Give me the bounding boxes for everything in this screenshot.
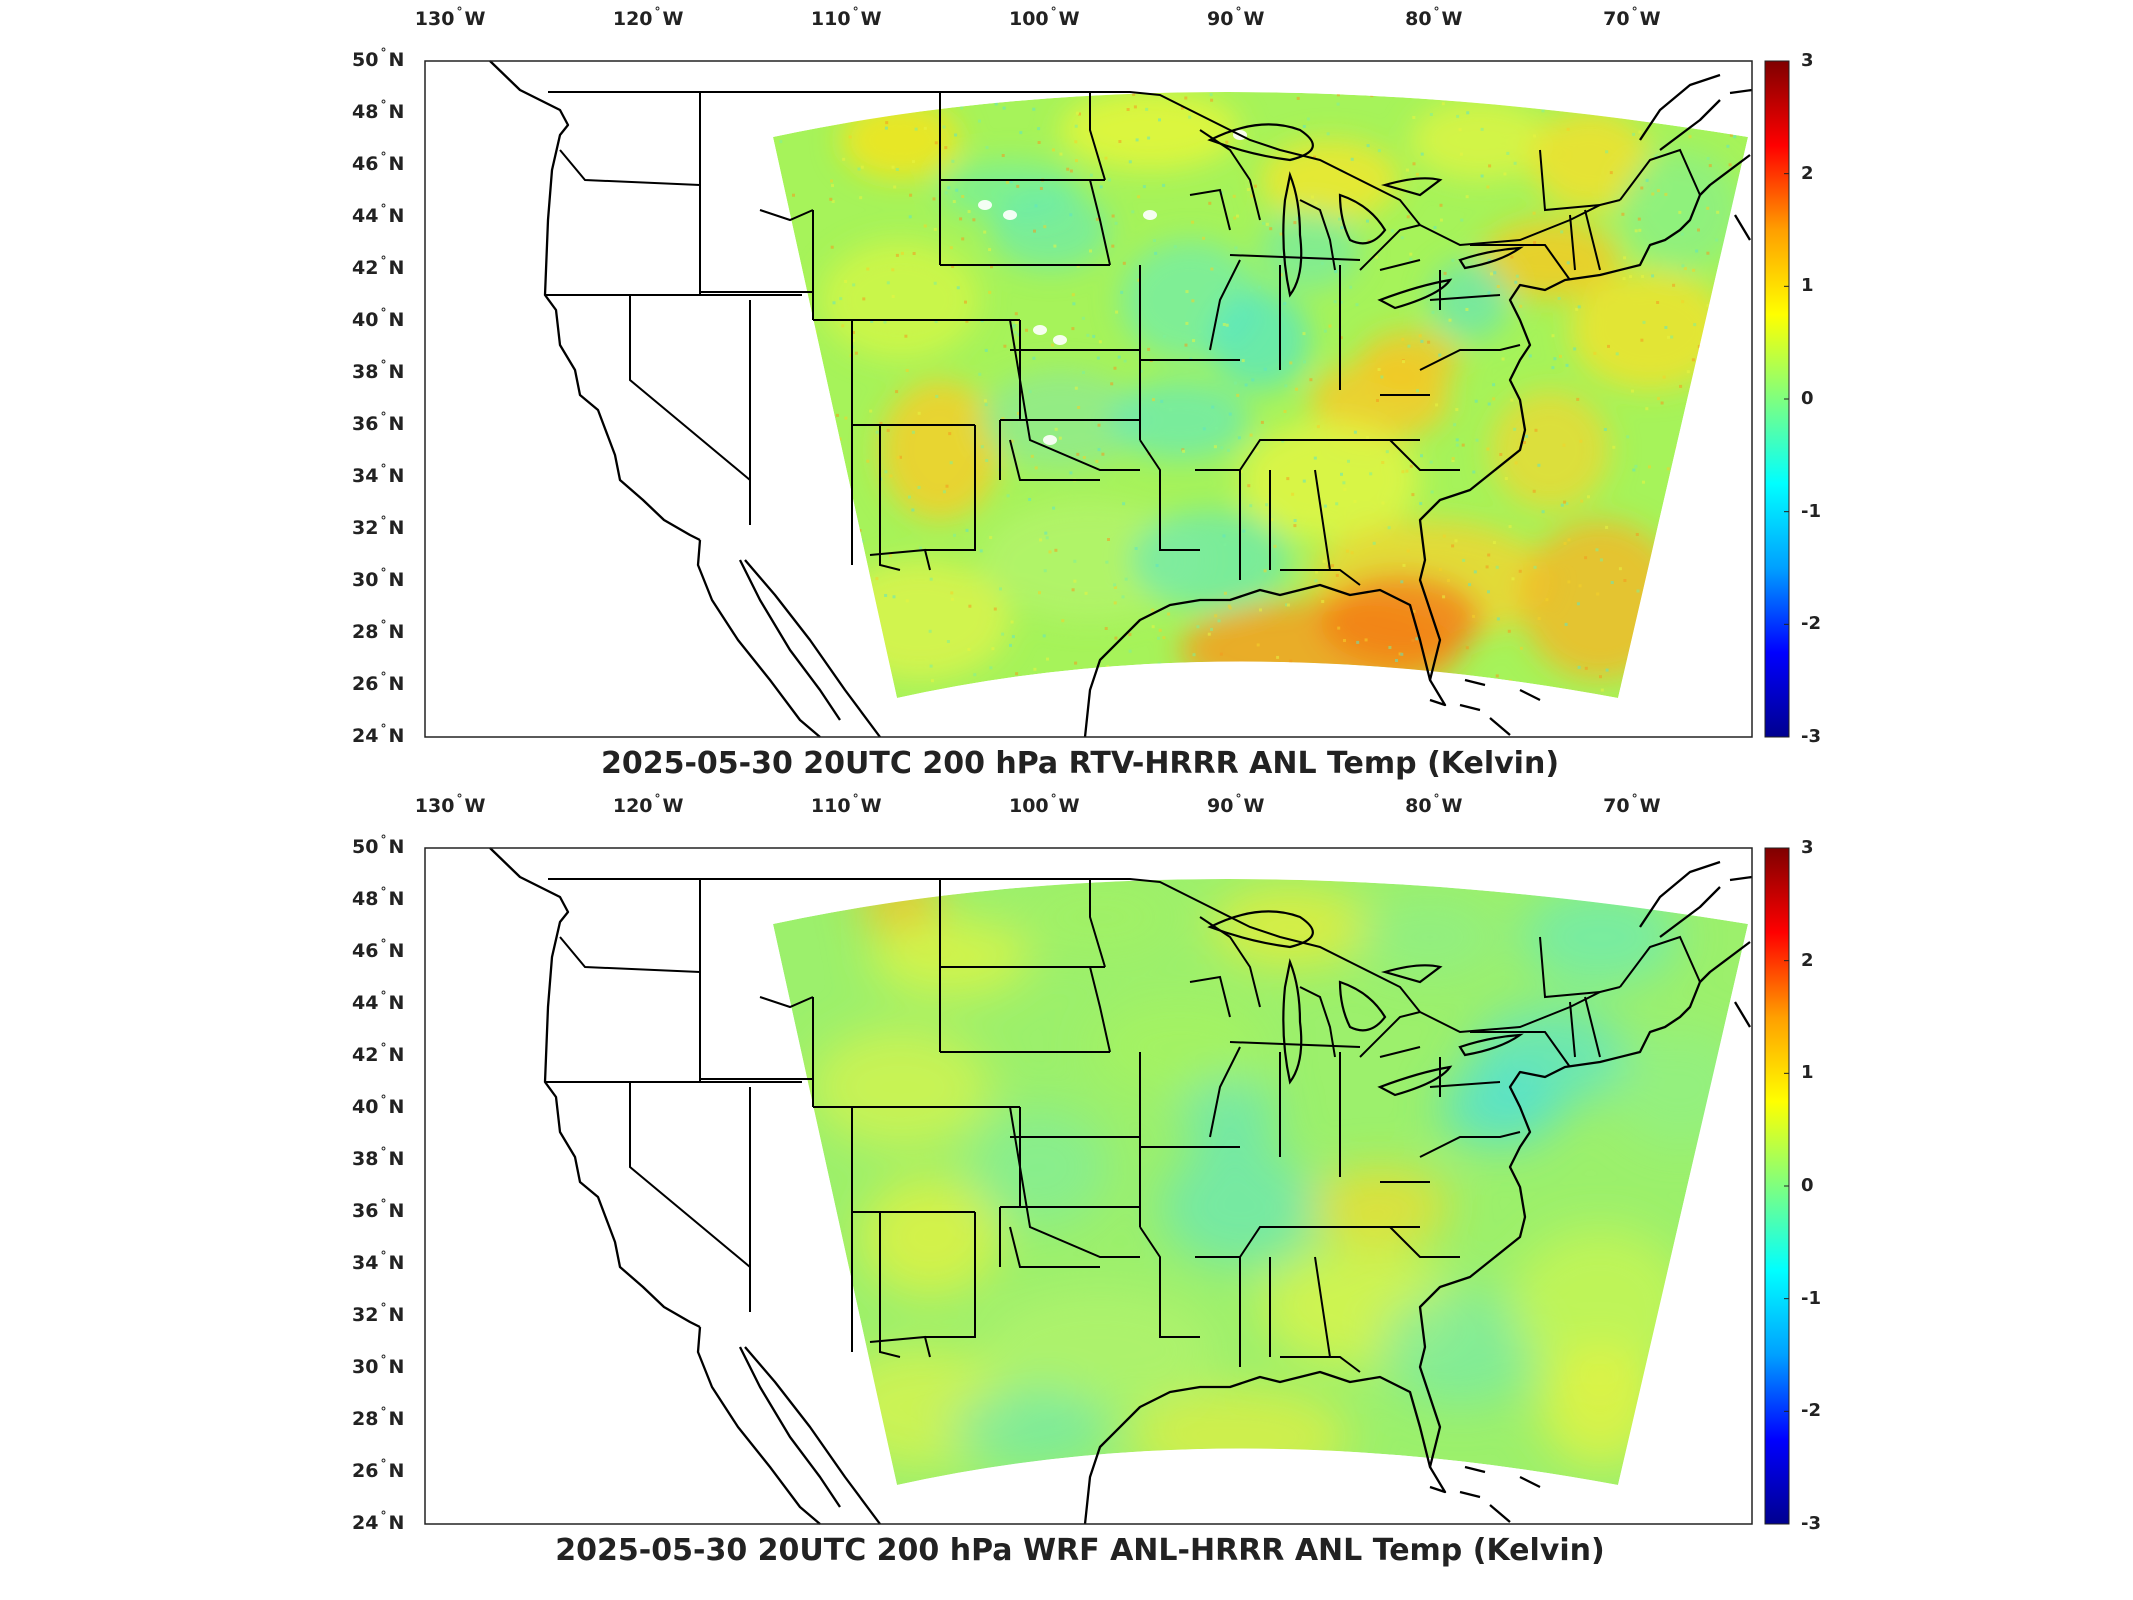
panel-title-bottom: 2025-05-30 20UTC 200 hPa WRF ANL-HRRR AN…: [555, 1533, 1605, 1568]
lon-label: 100 ° W: [1008, 5, 1080, 30]
lon-label: 110 ° W: [810, 792, 882, 817]
lat-label: 36 ° N: [352, 1197, 405, 1222]
lat-label: 26 ° N: [352, 1457, 405, 1482]
lat-label: 24 ° N: [352, 1509, 405, 1534]
lat-label: 40 ° N: [352, 1093, 405, 1118]
lon-label: 110 ° W: [810, 5, 882, 30]
colorbar-tick-label: -2: [1801, 1400, 1821, 1422]
lat-label: 24 ° N: [352, 722, 405, 747]
anomaly-field: [773, 92, 1748, 698]
colorbar-tick-label: 2: [1801, 162, 1814, 184]
map-panel-bottom: 2025-05-30 20UTC 200 hPa WRF ANL-HRRR AN…: [0, 787, 2133, 1587]
colorbar-tick-label: 1: [1801, 275, 1814, 297]
colorbar-tick-label: -3: [1801, 1513, 1821, 1534]
colorbar-tick-label: 0: [1801, 388, 1814, 409]
lon-label: 100 ° W: [1008, 792, 1080, 817]
lat-label: 32 ° N: [352, 514, 405, 539]
map-plot-top: [424, 60, 1790, 738]
lon-label: 70 ° W: [1603, 792, 1661, 817]
map-plot-bottom: [424, 847, 1790, 1525]
lat-label: 36 ° N: [352, 410, 405, 435]
lon-label: 70 ° W: [1603, 5, 1661, 30]
lon-label: 130 ° W: [414, 5, 486, 30]
colorbar-tick-label: 0: [1801, 1175, 1814, 1196]
colorbar-tick-label: 3: [1801, 50, 1814, 71]
lon-label: 80 ° W: [1405, 5, 1463, 30]
lat-label: 50 ° N: [352, 833, 405, 858]
lat-label: 28 ° N: [352, 1405, 405, 1430]
lat-label: 42 ° N: [352, 1041, 405, 1066]
lat-label: 38 ° N: [352, 1145, 405, 1170]
lat-label: 48 ° N: [352, 98, 405, 123]
boundary-lines: [489, 847, 1753, 1525]
lon-label: 120 ° W: [612, 5, 684, 30]
lat-label: 40 ° N: [352, 306, 405, 331]
lat-label: 44 ° N: [352, 202, 405, 227]
lat-label: 46 ° N: [352, 150, 405, 175]
colorbar-tick-label: -1: [1801, 1287, 1821, 1309]
lat-label: 34 ° N: [352, 462, 405, 487]
lat-label: 46 ° N: [352, 937, 405, 962]
lat-label: 30 ° N: [352, 1353, 405, 1378]
plot-frame: [424, 60, 1753, 738]
lat-label: 42 ° N: [352, 254, 405, 279]
lon-label: 90 ° W: [1207, 792, 1265, 817]
lat-label: 28 ° N: [352, 618, 405, 643]
boundary-lines: [489, 60, 1753, 738]
colorbar-tick-label: -3: [1801, 726, 1821, 747]
lat-label: 26 ° N: [352, 670, 405, 695]
colorbar-tick-label: 3: [1801, 837, 1814, 858]
map-panel-top: 2025-05-30 20UTC 200 hPa RTV-HRRR ANL Te…: [352, 5, 1821, 781]
colorbar-tick-label: -2: [1801, 613, 1821, 635]
lat-label: 30 ° N: [352, 566, 405, 591]
anomaly-field: [773, 879, 1748, 1485]
colorbar-tick-label: 2: [1801, 949, 1814, 971]
lat-label: 34 ° N: [352, 1249, 405, 1274]
lat-label: 50 ° N: [352, 46, 405, 71]
lat-label: 48 ° N: [352, 885, 405, 910]
lat-label: 44 ° N: [352, 989, 405, 1014]
plot-frame: [424, 847, 1753, 1525]
colorbar-tick-label: 1: [1801, 1062, 1814, 1084]
colorbar-tick-label: -1: [1801, 500, 1821, 522]
lat-label: 38 ° N: [352, 358, 405, 383]
lat-label: 32 ° N: [352, 1301, 405, 1326]
lon-label: 120 ° W: [612, 792, 684, 817]
lon-label: 130 ° W: [414, 792, 486, 817]
lon-label: 80 ° W: [1405, 792, 1463, 817]
panel-title-top: 2025-05-30 20UTC 200 hPa RTV-HRRR ANL Te…: [600, 746, 1560, 781]
lon-label: 90 ° W: [1207, 5, 1265, 30]
